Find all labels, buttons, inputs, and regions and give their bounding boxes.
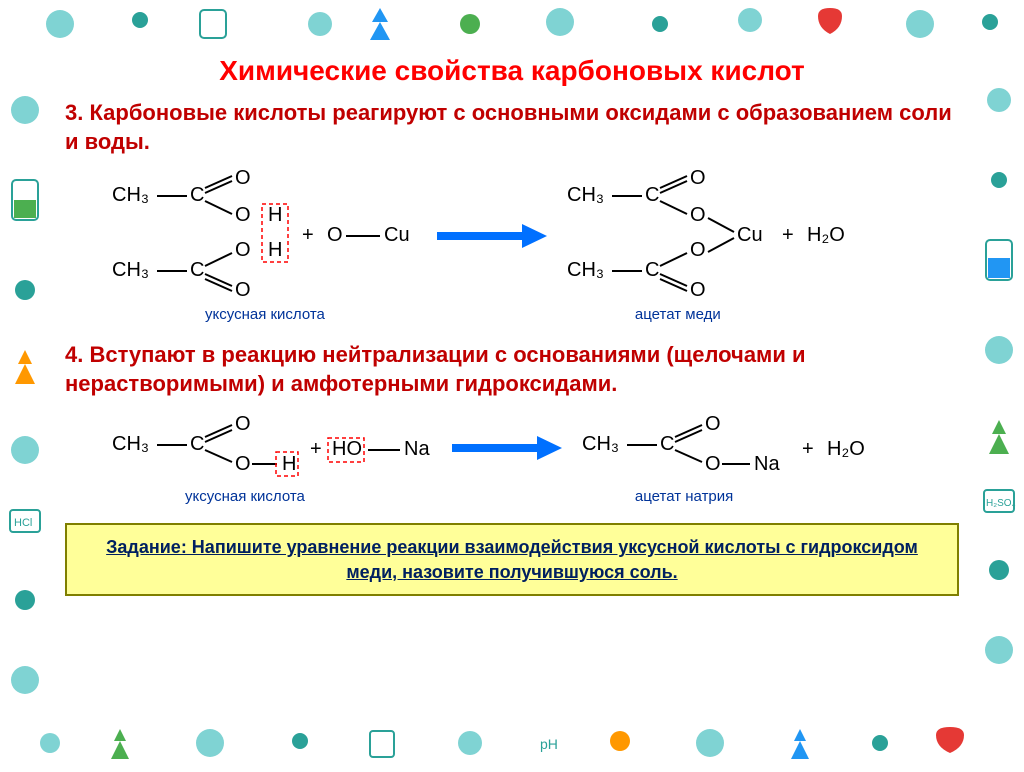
svg-text:+: + [310,438,322,460]
eq1-product-label: ацетат меди [635,306,721,323]
svg-text:O: O [235,279,251,296]
svg-text:+: + [782,224,794,246]
eq1-reactant-label: уксусная кислота [205,306,325,323]
svg-text:O: O [690,204,706,226]
slide-title: Химические свойства карбоновых кислот [65,55,959,87]
svg-text:Cu: Cu [737,224,763,246]
svg-text:CH₃: CH₃ [567,184,604,206]
slide-content: Химические свойства карбоновых кислот 3.… [65,55,959,712]
svg-text:C: C [660,433,674,455]
svg-text:O: O [235,204,251,226]
task-box: Задание: Напишите уравнение реакции взаи… [65,523,959,596]
svg-text:+: + [302,224,314,246]
svg-text:HO: HO [332,438,362,460]
svg-text:CH₃: CH₃ [112,259,149,281]
svg-text:CH₃: CH₃ [582,433,619,455]
svg-text:O: O [690,239,706,261]
svg-text:O: O [690,167,706,189]
svg-text:HCl: HCl [14,517,32,529]
svg-text:C: C [190,184,204,206]
svg-text:O: O [705,413,721,435]
svg-text:CH₃: CH₃ [112,184,149,206]
svg-text:C: C [190,259,204,281]
eq2-reactant-label: уксусная кислота [185,488,305,505]
svg-text:O: O [235,413,251,435]
svg-text:CH₃: CH₃ [567,259,604,281]
point-4: 4. Вступают в реакцию нейтрализации с ос… [65,341,959,398]
svg-text:Na: Na [404,438,430,460]
point-3: 3. Карбоновые кислоты реагируют с основн… [65,99,959,156]
svg-text:H: H [268,239,282,261]
svg-text:H: H [282,453,296,475]
svg-text:O: O [705,453,721,475]
decor-border-right: H₂SO₄ [974,0,1024,767]
decor-border-bottom: pH [0,719,1024,767]
svg-text:CH₃: CH₃ [112,433,149,455]
svg-text:O: O [235,239,251,261]
equation-1: CH₃ C O O H CH₃ C O O H + O Cu [65,166,959,301]
equation-1-labels: уксусная кислота ацетат меди [65,306,959,323]
svg-text:+: + [802,438,814,460]
svg-text:H: H [268,204,282,226]
svg-text:C: C [190,433,204,455]
svg-text:pH: pH [540,736,558,752]
svg-text:O: O [235,167,251,189]
svg-text:Na: Na [754,453,780,475]
svg-text:C: C [645,259,659,281]
svg-text:C: C [645,184,659,206]
eq2-product-label: ацетат натрия [635,488,733,505]
svg-text:H₂SO₄: H₂SO₄ [986,498,1016,509]
svg-text:O: O [235,453,251,475]
decor-border-top [0,0,1024,48]
equation-2: CH₃ C O O H + HO Na CH₃ C O O [65,408,959,483]
svg-text:H₂O: H₂O [807,224,845,246]
svg-text:O: O [327,224,343,246]
svg-text:Cu: Cu [384,224,410,246]
svg-text:O: O [690,279,706,296]
equation-2-labels: уксусная кислота ацетат натрия [65,488,959,505]
decor-border-left: HCl [0,0,50,767]
svg-text:H₂O: H₂O [827,438,865,460]
